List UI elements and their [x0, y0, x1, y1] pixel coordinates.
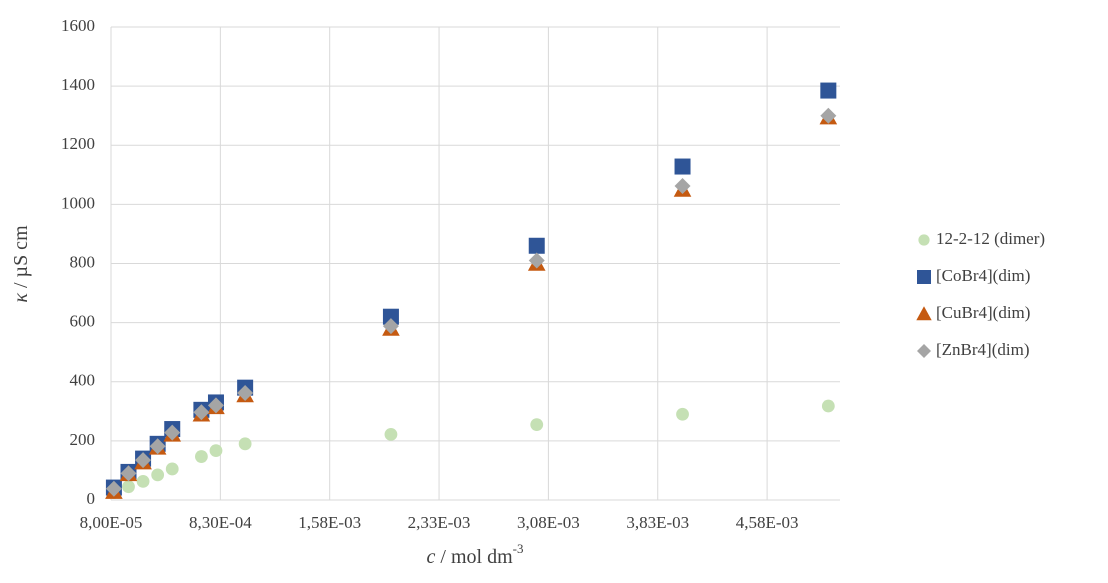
y-tick-label: 1400 [61, 75, 95, 94]
point [237, 384, 254, 401]
x-tick-label: 3,83E-03 [626, 513, 689, 532]
x-symbol: c [427, 546, 436, 568]
point [528, 252, 545, 269]
y-tick-label: 800 [70, 252, 96, 271]
point [528, 237, 545, 254]
point [149, 438, 166, 455]
point [820, 82, 837, 99]
x-exp: -3 [513, 541, 524, 556]
legend-marker [916, 306, 932, 321]
legend-marker [917, 344, 931, 358]
y-symbol: κ [10, 293, 32, 303]
point [207, 397, 224, 414]
y-tick-label: 200 [70, 430, 96, 449]
y-unit: / µS cm [10, 225, 32, 293]
point [674, 178, 691, 195]
y-tick-label: 400 [70, 371, 96, 390]
y-tick-label: 1600 [61, 16, 95, 35]
point [820, 107, 837, 124]
legend-label: [ZnBr4](dim) [936, 340, 1029, 359]
x-unit: / mol dm [435, 546, 513, 568]
point [135, 452, 152, 469]
x-tick-label: 8,00E-05 [80, 513, 143, 532]
legend-label: [CoBr4](dim) [936, 266, 1030, 285]
y-tick-label: 600 [70, 312, 96, 331]
point [530, 418, 544, 432]
x-tick-label: 8,30E-04 [189, 513, 252, 532]
point [105, 480, 122, 497]
point [120, 465, 137, 482]
point [384, 427, 398, 441]
y-axis-title: κ / µS cm [10, 225, 32, 303]
legend-marker [917, 270, 931, 284]
point [194, 450, 208, 463]
point [209, 444, 223, 458]
point [122, 480, 135, 494]
x-tick-label: 3,08E-03 [517, 513, 580, 532]
point [136, 474, 150, 488]
x-tick-label: 1,58E-03 [298, 513, 361, 532]
legend-label: 12-2-12 (dimer) [936, 229, 1045, 248]
x-tick-label: 4,58E-03 [736, 513, 799, 532]
y-tick-label: 1200 [61, 134, 95, 153]
point [382, 308, 399, 325]
point [382, 318, 399, 335]
point [165, 462, 179, 476]
legend-label: [CuBr4](dim) [936, 303, 1030, 322]
point [164, 424, 181, 441]
point [193, 404, 210, 421]
y-tick-label: 0 [87, 489, 96, 508]
point [821, 399, 835, 413]
point [674, 158, 691, 175]
point [238, 437, 252, 451]
x-axis-title: c / mol dm-3 [427, 541, 524, 568]
point [151, 468, 165, 482]
y-tick-label: 1000 [61, 193, 95, 212]
point [676, 407, 689, 421]
x-tick-label: 2,33E-03 [408, 513, 471, 532]
legend-marker [918, 234, 930, 246]
